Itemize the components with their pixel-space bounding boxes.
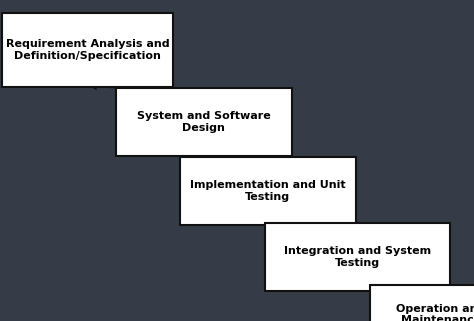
Text: Operation and
Maintenance: Operation and Maintenance — [396, 304, 474, 321]
Text: Requirement Analysis and
Definition/Specification: Requirement Analysis and Definition/Spec… — [6, 39, 170, 61]
FancyBboxPatch shape — [116, 88, 292, 156]
Text: Implementation and Unit
Testing: Implementation and Unit Testing — [190, 180, 346, 202]
Text: Integration and System
Testing: Integration and System Testing — [284, 246, 431, 268]
FancyBboxPatch shape — [180, 157, 356, 225]
Text: System and Software
Design: System and Software Design — [137, 111, 271, 133]
FancyBboxPatch shape — [2, 13, 173, 87]
FancyBboxPatch shape — [370, 285, 474, 321]
FancyBboxPatch shape — [265, 223, 450, 291]
